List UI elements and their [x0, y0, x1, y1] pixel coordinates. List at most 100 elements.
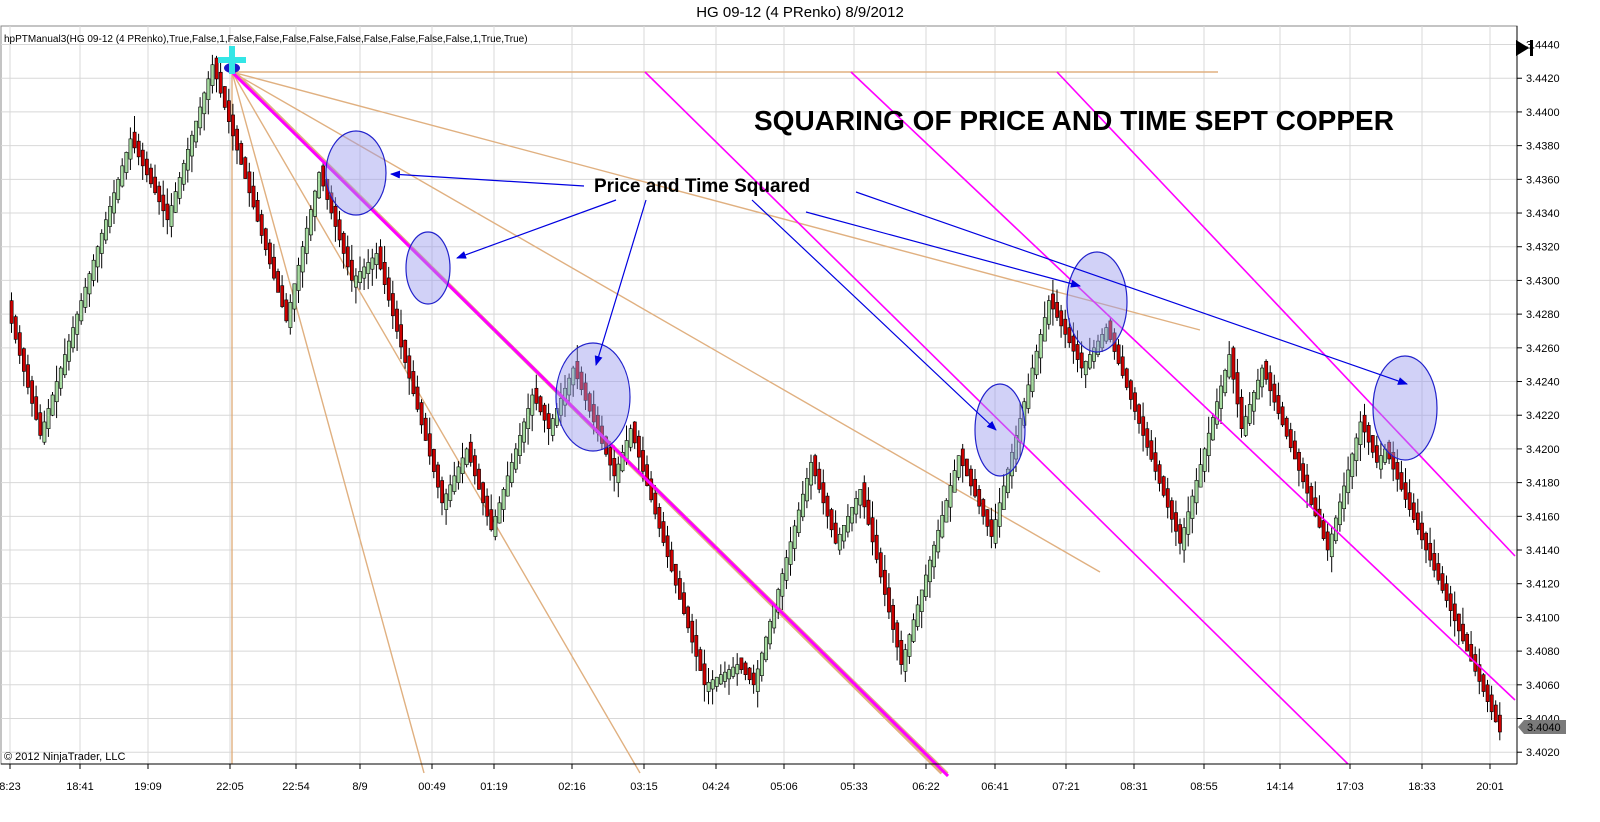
down-bar: [587, 393, 592, 412]
crosshair-h: [218, 57, 246, 63]
up-bar: [731, 666, 736, 677]
magenta-parallel-line: [1056, 71, 1516, 557]
down-bar: [1297, 451, 1301, 471]
up-bar: [362, 266, 367, 279]
time-axis: 8:23 18:41 19:09 22:05 22:54 8/9 00:49 01:19 02:…: [0, 764, 1504, 793]
time-tick-label: 17:03: [1336, 781, 1364, 793]
up-bar: [1247, 404, 1252, 424]
up-bar: [1182, 527, 1187, 551]
down-bar: [973, 478, 978, 497]
annotation-arrow: [594, 199, 647, 366]
up-bar: [854, 498, 859, 515]
down-bar: [267, 242, 272, 265]
time-tick-label: 02:16: [558, 781, 586, 793]
down-bar: [436, 464, 440, 488]
down-bar: [690, 620, 695, 643]
up-bar: [370, 257, 375, 270]
down-bar: [542, 404, 547, 421]
down-bar: [739, 657, 744, 670]
down-bar: [702, 663, 707, 686]
up-bar: [1215, 401, 1219, 425]
up-bar: [67, 340, 71, 362]
price-tick-label: 3.4100: [1526, 612, 1560, 624]
up-bar: [1042, 317, 1047, 342]
down-bar: [669, 549, 674, 572]
down-bar: [538, 396, 543, 413]
up-bar: [776, 589, 781, 613]
up-bar: [1030, 367, 1035, 392]
up-bar: [317, 172, 322, 199]
down-bar: [157, 185, 162, 203]
down-bar: [977, 489, 982, 507]
down-bar: [817, 468, 822, 490]
down-bar: [1145, 428, 1150, 448]
down-bar: [870, 517, 875, 543]
down-bar: [251, 185, 256, 208]
down-bar: [149, 167, 153, 185]
down-bar: [214, 57, 219, 80]
down-bar: [645, 464, 650, 486]
time-tick-label: 8/9: [352, 781, 367, 793]
down-bar: [878, 552, 883, 578]
down-bar: [419, 402, 424, 426]
price-tick-label: 3.4320: [1526, 242, 1560, 254]
up-bar: [526, 408, 531, 429]
price-tick-label: 3.4420: [1526, 73, 1560, 85]
down-bar: [1272, 383, 1277, 403]
down-bar: [862, 482, 867, 508]
price-tick-label: 3.4280: [1526, 309, 1560, 321]
down-bar: [1293, 440, 1297, 460]
down-bar: [17, 332, 22, 356]
skip-to-end-icon[interactable]: [1516, 40, 1533, 56]
time-tick-label: 08:55: [1190, 781, 1218, 793]
up-bar: [727, 669, 732, 680]
down-bar: [747, 667, 752, 681]
down-bar: [1063, 318, 1068, 335]
down-bar: [337, 219, 342, 241]
up-bar: [1346, 469, 1351, 494]
down-bar: [821, 482, 826, 504]
down-bar: [882, 569, 887, 595]
down-bar: [1239, 396, 1244, 429]
up-bar: [42, 421, 47, 443]
up-bar: [559, 398, 563, 416]
up-bar: [198, 106, 203, 129]
down-bar: [579, 371, 584, 390]
down-bar: [485, 495, 490, 517]
down-bar: [1498, 714, 1502, 733]
down-bar: [1149, 440, 1154, 460]
up-bar: [186, 149, 190, 171]
down-bar: [1301, 463, 1306, 483]
down-bar: [1071, 335, 1076, 352]
down-bar: [1161, 476, 1166, 496]
down-bar: [1280, 406, 1285, 426]
up-bar: [846, 516, 850, 533]
down-bar: [1399, 472, 1404, 490]
down-bar: [1485, 684, 1490, 702]
up-bar: [87, 273, 92, 295]
up-bar: [1014, 435, 1019, 460]
down-bar: [1059, 310, 1064, 327]
down-bar: [1108, 320, 1113, 340]
up-bar: [1096, 340, 1101, 355]
down-bar: [1309, 486, 1314, 505]
up-bar: [58, 367, 63, 389]
down-bar: [743, 662, 748, 675]
down-bar: [1375, 445, 1379, 463]
down-bar: [698, 649, 703, 671]
up-bar: [809, 462, 814, 486]
annotation-arrow: [390, 170, 585, 187]
up-bar: [1100, 334, 1105, 349]
down-bar: [21, 348, 26, 372]
up-bar: [620, 451, 625, 472]
up-bar: [714, 676, 719, 687]
down-bar: [235, 128, 240, 151]
time-tick-label: 04:24: [702, 781, 730, 793]
up-bar: [1083, 361, 1088, 376]
up-bar: [358, 271, 363, 283]
price-tick-label: 3.4060: [1526, 680, 1560, 692]
down-bar: [1321, 520, 1326, 539]
down-bar: [218, 71, 223, 94]
up-bar: [448, 484, 453, 501]
